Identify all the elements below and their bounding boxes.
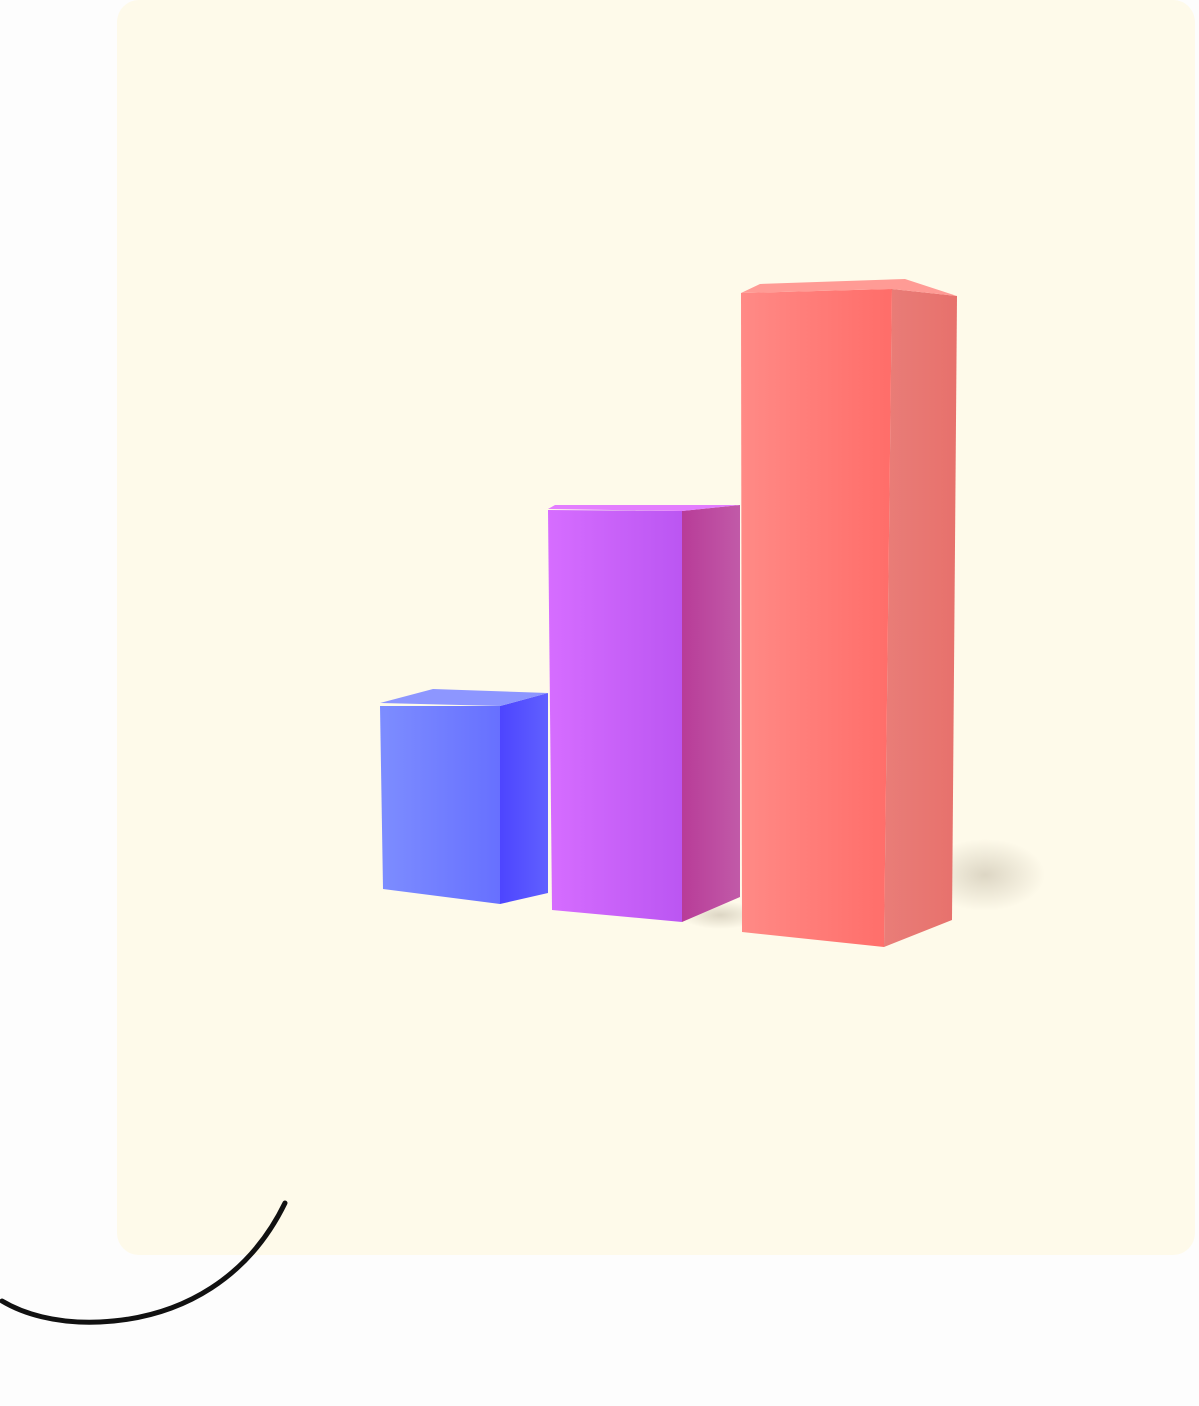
medium-bar — [548, 505, 740, 922]
short-bar — [380, 689, 548, 904]
bar-shadow — [925, 839, 1045, 911]
tall-bar — [741, 279, 957, 947]
